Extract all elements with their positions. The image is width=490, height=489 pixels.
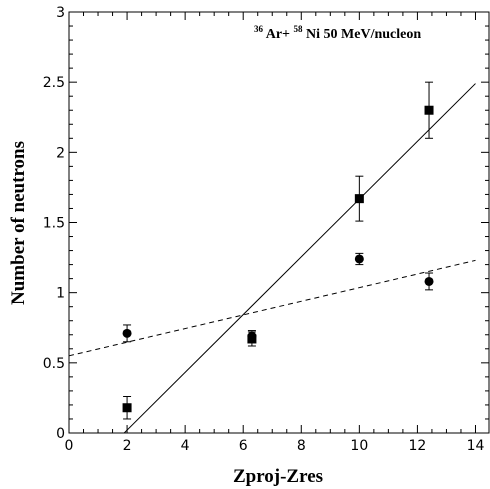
axis-ticks (68, 11, 489, 434)
fit-lines (68, 83, 476, 434)
reaction-annotation: 36 Ar+ 58 Ni 50 MeV/nucleon (254, 21, 421, 42)
y-tick-label: 0 (56, 426, 65, 442)
annot-mass-1: 36 (254, 24, 264, 34)
x-tick-label: 14 (467, 438, 485, 454)
annot-element-2: Ni 50 MeV/nucleon (306, 27, 421, 42)
x-tick-label: 12 (408, 438, 426, 454)
circle-point (354, 254, 364, 264)
plot-frame (68, 11, 490, 434)
y-tick-label: 1.5 (43, 216, 65, 232)
x-tick-labels: 0 2 4 6 8 10 12 14 (65, 438, 485, 454)
x-tick-label: 8 (297, 438, 306, 454)
y-tick-label: 2 (56, 145, 65, 161)
circle-point (122, 328, 132, 338)
plot-border (68, 11, 490, 434)
square-point (122, 403, 132, 413)
x-tick-label: 6 (239, 438, 248, 454)
x-axis-title: Zproj-Zres (233, 466, 323, 487)
x-tick-label: 4 (181, 438, 190, 454)
y-tick-label: 3 (56, 5, 65, 21)
x-tick-label: 0 (65, 438, 74, 454)
y-tick-label: 1 (56, 286, 65, 302)
y-tick-label: 0.5 (43, 356, 65, 372)
circle-point (247, 331, 257, 341)
annot-mass-2: 58 (294, 24, 304, 34)
circle-point (424, 276, 434, 286)
square-point (424, 105, 434, 115)
x-tick-label: 10 (350, 438, 368, 454)
fit-line-dashed (68, 259, 476, 357)
fit-line-solid (123, 83, 476, 434)
y-tick-labels: 0 0.5 1 1.5 2 2.5 3 (43, 5, 65, 442)
y-tick-label: 2.5 (43, 75, 65, 91)
x-tick-label: 2 (123, 438, 132, 454)
y-axis-title: Number of neutrons (8, 141, 29, 305)
square-point (354, 194, 364, 204)
data-points (122, 81, 434, 420)
annot-element-1: Ar+ (266, 27, 290, 42)
